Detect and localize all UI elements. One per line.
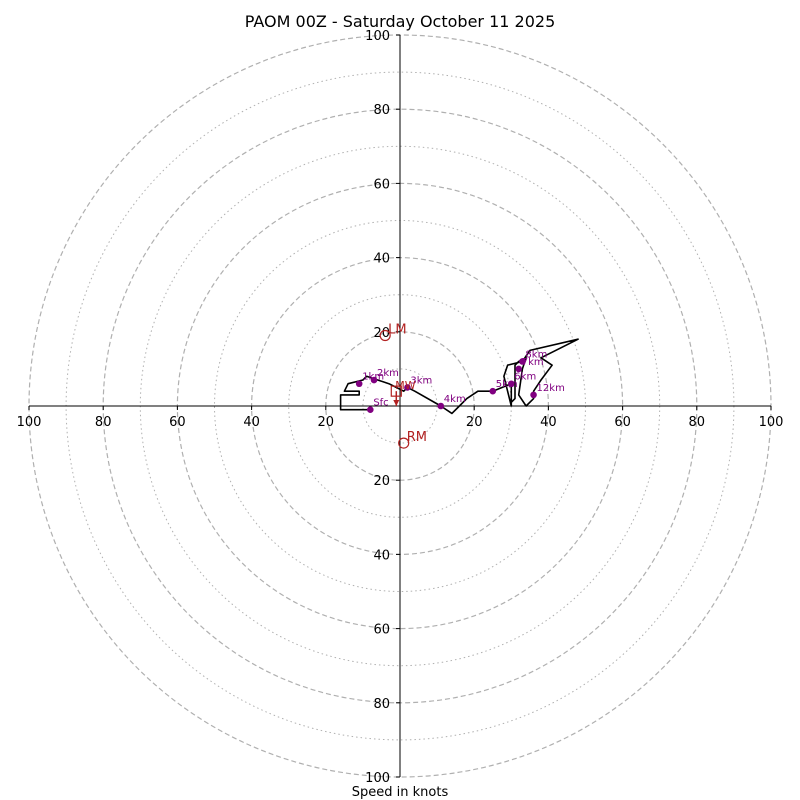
y-tick-label: 20	[373, 474, 390, 489]
y-tick-label: 60	[373, 623, 390, 638]
height-marker-6km	[508, 380, 515, 388]
height-label-4km: 4km	[444, 394, 466, 405]
x-axis-label: Speed in knots	[352, 785, 449, 800]
x-tick-label: 80	[689, 415, 706, 430]
x-tick-label: 100	[759, 415, 784, 430]
chart-title: PAOM 00Z - Saturday October 11 2025	[245, 12, 556, 31]
height-label-3km: 3km	[410, 375, 432, 386]
y-tick-label: 80	[373, 697, 390, 712]
y-tick-label: 20	[373, 326, 390, 341]
height-marker-sfc	[367, 406, 374, 414]
height-label-12km: 12km	[537, 383, 565, 394]
height-label-sfc: Sfc	[373, 398, 388, 409]
height-label-5km: 5km	[496, 379, 518, 390]
y-tick-label: 40	[373, 548, 390, 563]
height-marker-5km	[489, 387, 497, 395]
axes	[29, 35, 771, 777]
x-tick-label: 20	[318, 415, 335, 430]
y-tick-label: 100	[365, 29, 390, 44]
height-label-8km: 8km	[525, 349, 547, 360]
y-tick-label: 80	[373, 103, 390, 118]
tick-labels: 100 80 60 40 20 20 40 60 80 100 20 40 60 80 100 20 40 60 8…	[17, 29, 784, 786]
height-marker-1km	[355, 380, 363, 388]
y-tick-label: 100	[365, 771, 390, 786]
motion-vector-arrowhead	[393, 400, 400, 406]
height-marker-2km	[370, 376, 378, 384]
height-label-6km: 6km	[514, 372, 536, 383]
storm-motions: LM RM MW	[379, 323, 427, 449]
x-tick-label: 60	[169, 415, 186, 430]
y-tick-label: 60	[373, 177, 390, 192]
height-marker-3km	[404, 384, 411, 391]
storm-motion-label-rm: RM	[407, 430, 427, 445]
storm-motion-lm	[379, 329, 391, 342]
height-marker-12km	[530, 391, 537, 399]
height-marker-8km	[519, 358, 526, 365]
x-tick-label: 40	[243, 415, 260, 430]
x-tick-label: 40	[540, 415, 557, 430]
height-marker-7km	[515, 365, 523, 373]
height-markers: Sfc1km2km3km4km5km6km7km8km12km	[355, 349, 565, 414]
y-tick-label: 40	[373, 252, 390, 267]
x-tick-label: 60	[614, 415, 631, 430]
mean-wind-label: MW	[395, 379, 415, 392]
height-label-7km: 7km	[522, 357, 544, 368]
x-tick-label: 20	[466, 415, 483, 430]
height-marker-4km	[437, 402, 445, 410]
storm-motion-label-lm: LM	[388, 323, 406, 338]
storm-motion-rm	[398, 437, 410, 449]
height-label-2km: 2km	[377, 368, 399, 379]
x-tick-label: 80	[95, 415, 112, 430]
x-tick-label: 100	[17, 415, 42, 430]
